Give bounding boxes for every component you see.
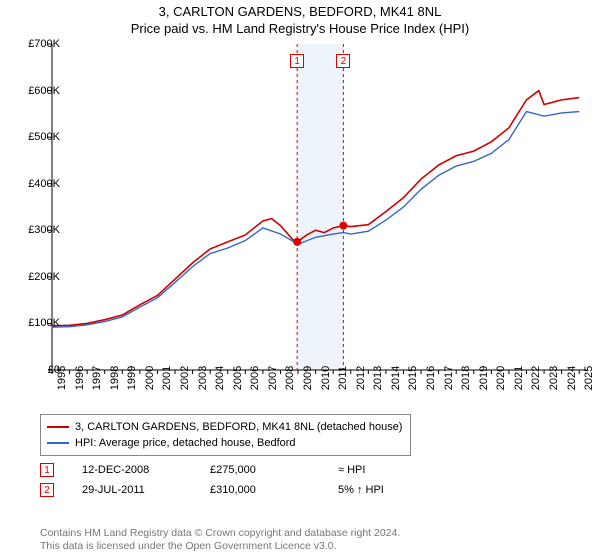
x-tick-label: 1996: [74, 366, 86, 390]
transaction-number-box: 2: [40, 483, 54, 497]
legend-item: HPI: Average price, detached house, Bedf…: [47, 435, 402, 451]
transaction-date: 12-DEC-2008: [82, 464, 182, 476]
legend: 3, CARLTON GARDENS, BEDFORD, MK41 8NL (d…: [40, 414, 411, 456]
chart-svg: [52, 44, 588, 370]
chart-container: 3, CARLTON GARDENS, BEDFORD, MK41 8NL Pr…: [0, 0, 600, 560]
transaction-number-box: 1: [40, 463, 54, 477]
x-tick-label: 2010: [320, 366, 332, 390]
legend-swatch: [47, 442, 69, 444]
attribution-line1: Contains HM Land Registry data © Crown c…: [40, 527, 588, 541]
legend-label: 3, CARLTON GARDENS, BEDFORD, MK41 8NL (d…: [75, 421, 402, 433]
x-tick-label: 2009: [302, 366, 314, 390]
x-tick-label: 1999: [126, 366, 138, 390]
transaction-delta: ≈ HPI: [338, 464, 438, 476]
x-tick-label: 2001: [161, 366, 173, 390]
x-tick-label: 1998: [109, 366, 121, 390]
attribution-line2: This data is licensed under the Open Gov…: [40, 540, 588, 554]
x-tick-label: 2015: [407, 366, 419, 390]
transaction-delta: 5% ↑ HPI: [338, 484, 438, 496]
transaction-price: £310,000: [210, 484, 310, 496]
x-tick-label: 2016: [425, 366, 437, 390]
transaction-row: 1 12-DEC-2008 £275,000 ≈ HPI: [40, 460, 588, 480]
title-line2: Price paid vs. HM Land Registry's House …: [0, 21, 600, 36]
x-tick-label: 2011: [337, 366, 349, 390]
x-tick-label: 2025: [583, 366, 595, 390]
y-tick-label: £700K: [10, 38, 60, 50]
x-tick-label: 2002: [179, 366, 191, 390]
x-tick-label: 2013: [372, 366, 384, 390]
attribution: Contains HM Land Registry data © Crown c…: [40, 527, 588, 554]
x-tick-label: 2023: [548, 366, 560, 390]
y-tick-label: £200K: [10, 271, 60, 283]
plot-area: [52, 44, 588, 370]
x-tick-label: 2019: [478, 366, 490, 390]
x-tick-label: 2007: [267, 366, 279, 390]
x-tick-label: 2021: [513, 366, 525, 390]
title-line1: 3, CARLTON GARDENS, BEDFORD, MK41 8NL: [0, 4, 600, 19]
x-tick-label: 1997: [91, 366, 103, 390]
y-tick-label: £400K: [10, 178, 60, 190]
transaction-row: 2 29-JUL-2011 £310,000 5% ↑ HPI: [40, 480, 588, 500]
x-tick-label: 2005: [232, 366, 244, 390]
x-tick-label: 2006: [249, 366, 261, 390]
titles: 3, CARLTON GARDENS, BEDFORD, MK41 8NL Pr…: [0, 0, 600, 36]
x-tick-label: 2012: [355, 366, 367, 390]
x-tick-label: 2018: [460, 366, 472, 390]
legend-label: HPI: Average price, detached house, Bedf…: [75, 437, 296, 449]
x-tick-label: 1995: [56, 366, 68, 390]
x-tick-label: 2003: [197, 366, 209, 390]
x-tick-label: 2014: [390, 366, 402, 390]
marker-number-box: 2: [336, 54, 350, 68]
y-tick-label: £0: [10, 364, 60, 376]
x-tick-label: 2008: [284, 366, 296, 390]
x-tick-label: 2004: [214, 366, 226, 390]
transaction-date: 29-JUL-2011: [82, 484, 182, 496]
x-tick-label: 2017: [443, 366, 455, 390]
y-tick-label: £100K: [10, 317, 60, 329]
y-tick-label: £300K: [10, 224, 60, 236]
x-tick-label: 2022: [530, 366, 542, 390]
y-tick-label: £500K: [10, 131, 60, 143]
legend-swatch: [47, 426, 69, 428]
transactions-table: 1 12-DEC-2008 £275,000 ≈ HPI 2 29-JUL-20…: [40, 460, 588, 500]
x-tick-label: 2020: [495, 366, 507, 390]
marker-number-box: 1: [290, 54, 304, 68]
y-tick-label: £600K: [10, 85, 60, 97]
transaction-price: £275,000: [210, 464, 310, 476]
x-tick-label: 2000: [144, 366, 156, 390]
legend-item: 3, CARLTON GARDENS, BEDFORD, MK41 8NL (d…: [47, 419, 402, 435]
x-tick-label: 2024: [566, 366, 578, 390]
